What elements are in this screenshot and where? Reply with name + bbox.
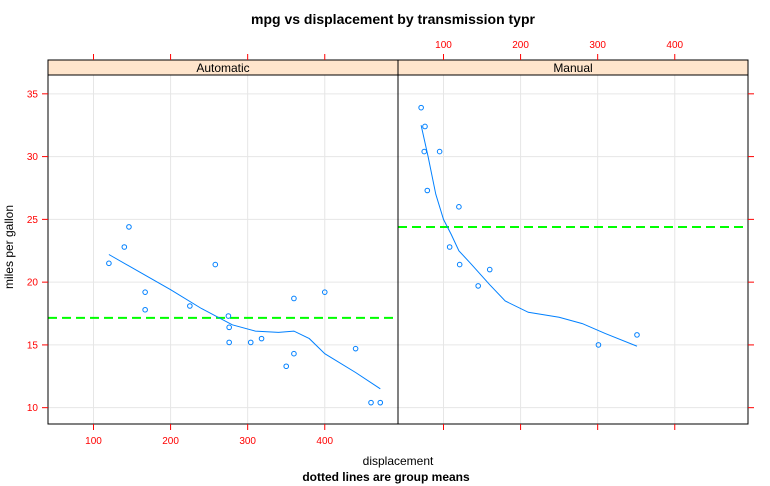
y-axis-label: miles per gallon bbox=[2, 205, 16, 289]
data-point bbox=[456, 204, 462, 210]
y-tick-label: 20 bbox=[27, 278, 39, 289]
data-point bbox=[634, 332, 640, 338]
data-point bbox=[321, 289, 328, 295]
data-point bbox=[126, 224, 132, 230]
data-point bbox=[212, 261, 219, 268]
x-tick-label: 100 bbox=[85, 436, 102, 447]
data-point bbox=[283, 363, 290, 370]
y-tick-label: 25 bbox=[27, 215, 39, 226]
panel-manual: Manual bbox=[397, 59, 749, 425]
data-point bbox=[291, 295, 297, 302]
chart-subtitle: dotted lines are group means bbox=[302, 470, 470, 484]
chart-title: mpg vs displacement by transmission typr bbox=[251, 11, 536, 27]
y-tick-label: 15 bbox=[27, 340, 39, 351]
x-axis-label: displacement bbox=[363, 454, 434, 468]
data-point bbox=[106, 260, 112, 267]
strip-label-manual: Manual bbox=[553, 61, 592, 75]
smooth-line bbox=[420, 125, 638, 347]
data-point bbox=[436, 148, 443, 155]
data-point bbox=[247, 339, 254, 346]
x-tick-label: 400 bbox=[666, 40, 683, 51]
panel-border bbox=[47, 74, 399, 425]
data-point bbox=[121, 244, 128, 250]
panel-automatic: Automatic bbox=[47, 59, 399, 425]
x-tick-label: 300 bbox=[239, 436, 256, 447]
axes: 100 200 300 400 100 200 300 400 10 15 20 25 30 35 bbox=[27, 40, 754, 447]
data-point bbox=[142, 289, 148, 295]
x-tick-label: 200 bbox=[162, 436, 179, 447]
strip-label-automatic: Automatic bbox=[196, 61, 249, 75]
data-point bbox=[226, 324, 232, 331]
data-point bbox=[595, 342, 602, 348]
data-point bbox=[226, 339, 232, 346]
plot-frame bbox=[47, 59, 749, 425]
x-tick-label: 100 bbox=[435, 40, 452, 51]
data-point bbox=[475, 283, 481, 289]
data-point bbox=[418, 104, 424, 111]
x-tick-label: 200 bbox=[512, 40, 529, 51]
data-point bbox=[258, 335, 265, 342]
data-point bbox=[368, 399, 374, 406]
y-tick-label: 35 bbox=[27, 89, 39, 100]
y-tick-label: 30 bbox=[27, 152, 39, 163]
data-point bbox=[486, 266, 493, 273]
data-point bbox=[424, 187, 431, 194]
data-point bbox=[421, 148, 428, 155]
y-tick-label: 10 bbox=[27, 403, 39, 414]
data-point bbox=[456, 261, 463, 268]
x-tick-label: 400 bbox=[316, 436, 333, 447]
x-tick-label: 300 bbox=[589, 40, 606, 51]
data-point bbox=[291, 350, 297, 357]
data-point bbox=[187, 303, 193, 309]
panels: Automatic Manual bbox=[47, 59, 749, 425]
smooth-line bbox=[108, 254, 381, 390]
data-point bbox=[422, 123, 428, 130]
data-point bbox=[225, 313, 232, 319]
data-point bbox=[446, 244, 453, 250]
data-point bbox=[377, 399, 384, 406]
data-point bbox=[142, 306, 148, 313]
data-point bbox=[352, 345, 359, 352]
